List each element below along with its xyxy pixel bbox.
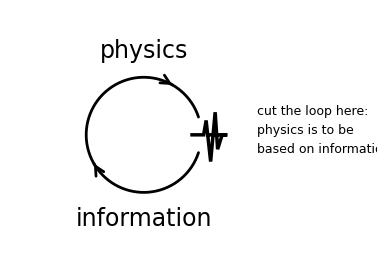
Text: physics: physics bbox=[100, 39, 188, 63]
Text: cut the loop here:
physics is to be
based on information: cut the loop here: physics is to be base… bbox=[257, 105, 377, 156]
Text: information: information bbox=[75, 207, 212, 231]
